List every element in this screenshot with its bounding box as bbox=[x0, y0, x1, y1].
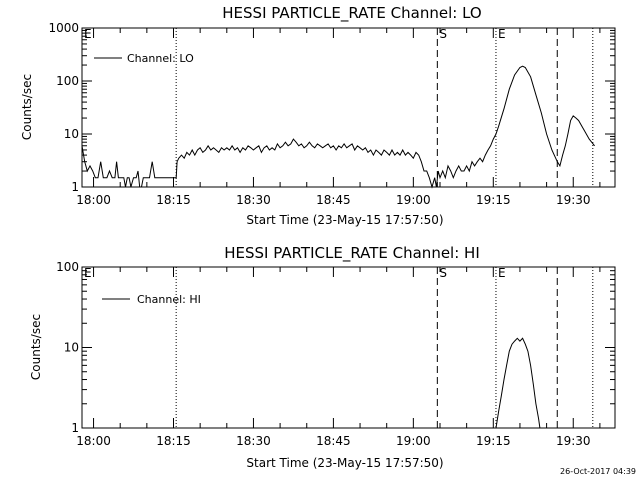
marker-label: E bbox=[498, 27, 506, 41]
x-tick-label: 19:15 bbox=[476, 193, 511, 207]
marker-label: E bbox=[498, 266, 506, 280]
x-tick-label: 18:15 bbox=[156, 434, 191, 448]
y-axis-label: Counts/sec bbox=[20, 74, 34, 140]
y-tick-label: 10 bbox=[64, 341, 79, 355]
y-tick-label: 1 bbox=[71, 180, 79, 194]
legend-label: Channel: HI bbox=[137, 293, 201, 306]
plot-frame bbox=[81, 266, 616, 429]
y-tick-label: 1000 bbox=[48, 21, 79, 35]
legend-label: Channel: LO bbox=[127, 52, 194, 65]
x-tick-label: 18:45 bbox=[316, 434, 351, 448]
x-axis-label: Start Time (23-May-15 17:57:50) bbox=[246, 456, 443, 470]
x-tick-label: 18:45 bbox=[316, 193, 351, 207]
panel-lo: HESSI PARTICLE_RATE Channel: LO Counts/s… bbox=[20, 4, 616, 227]
timestamp: 26-Oct-2017 04:39 bbox=[560, 467, 636, 476]
x-tick-label: 19:15 bbox=[476, 434, 511, 448]
y-tick-label: 10 bbox=[64, 127, 79, 141]
x-tick-label: 19:00 bbox=[396, 434, 431, 448]
x-tick-label: 18:00 bbox=[76, 434, 111, 448]
marker-label: E bbox=[84, 266, 92, 280]
series-line bbox=[495, 337, 541, 429]
marker-label: S bbox=[439, 266, 447, 280]
marker-label: E bbox=[84, 27, 92, 41]
x-tick-label: 19:30 bbox=[556, 434, 591, 448]
x-tick-label: 18:30 bbox=[236, 193, 271, 207]
x-tick-label: 18:30 bbox=[236, 434, 271, 448]
panel-hi: HESSI PARTICLE_RATE Channel: HI Counts/s… bbox=[29, 244, 616, 470]
x-tick-label: 18:15 bbox=[156, 193, 191, 207]
y-axis-label: Counts/sec bbox=[29, 314, 43, 380]
marker-label: S bbox=[439, 27, 447, 41]
y-tick-label: 1 bbox=[71, 421, 79, 435]
y-tick-label: 100 bbox=[56, 260, 79, 274]
x-axis-label: Start Time (23-May-15 17:57:50) bbox=[246, 213, 443, 227]
x-tick-label: 19:30 bbox=[556, 193, 591, 207]
y-tick-label: 100 bbox=[56, 74, 79, 88]
x-tick-label: 19:00 bbox=[396, 193, 431, 207]
x-tick-label: 18:00 bbox=[76, 193, 111, 207]
chart-title: HESSI PARTICLE_RATE Channel: LO bbox=[222, 4, 481, 23]
plot-frame bbox=[81, 27, 616, 188]
series-line bbox=[81, 65, 595, 189]
chart-title: HESSI PARTICLE_RATE Channel: HI bbox=[224, 244, 480, 263]
